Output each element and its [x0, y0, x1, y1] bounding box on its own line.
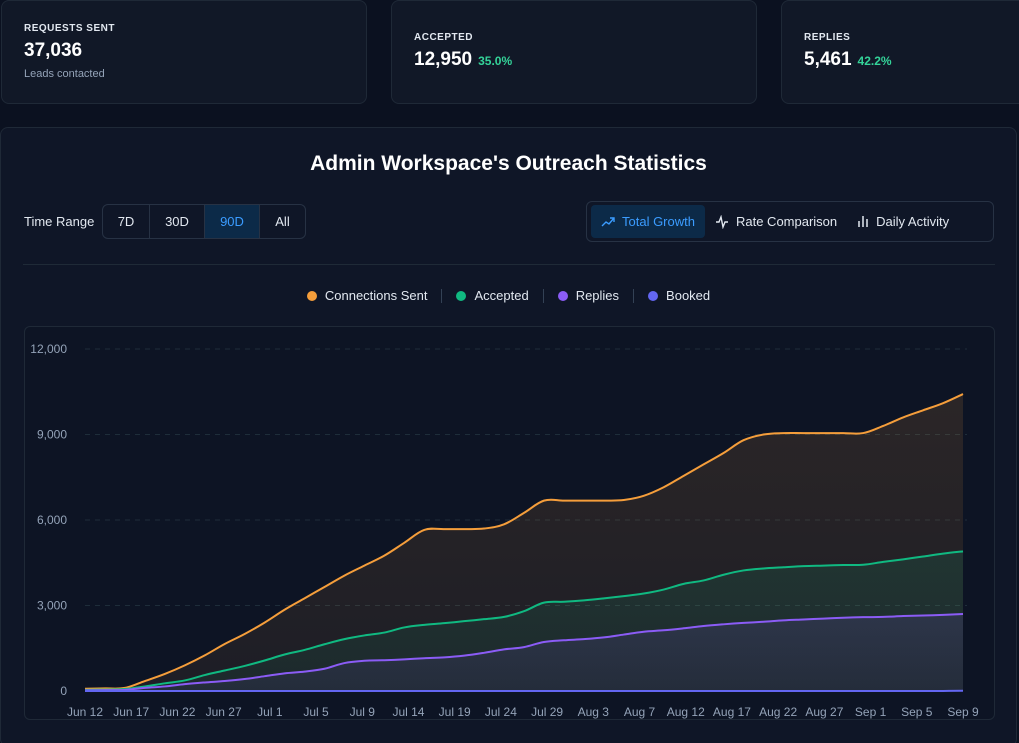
range-button-all[interactable]: All — [275, 214, 290, 229]
tab-label: Rate Comparison — [735, 214, 838, 229]
tab-rate-comparison[interactable]: Rate Comparison — [705, 205, 847, 238]
series-line-connections-sent — [84, 393, 964, 690]
stat-card-replies: REPLIES 5,461 42.2% — [781, 0, 1019, 104]
legend-separator — [633, 288, 635, 303]
stat-value: 12,950 — [414, 49, 473, 70]
tab-label: Daily Activity — [876, 214, 950, 229]
trending-up-icon — [601, 216, 615, 226]
x-tick-label: Sep 9 — [947, 705, 979, 719]
legend-item-replies[interactable]: Replies — [544, 288, 633, 303]
series-line-replies — [84, 613, 964, 692]
time-range-selector: 7D 30D 90D All — [102, 204, 306, 239]
legend-separator — [441, 288, 443, 303]
y-tick-label: 9,000 — [37, 428, 67, 442]
y-tick-label: 12,000 — [30, 342, 67, 356]
x-tick-label: Aug 27 — [805, 705, 843, 719]
divider — [23, 264, 995, 265]
tab-daily-activity[interactable]: Daily Activity — [847, 205, 959, 238]
range-button-7d[interactable]: 7D — [103, 205, 150, 238]
stat-label: REPLIES — [804, 32, 851, 43]
x-tick-label: Jul 19 — [439, 705, 471, 719]
x-tick-label: Aug 22 — [759, 705, 797, 719]
y-tick-label: 3,000 — [37, 599, 67, 613]
range-button-90d[interactable]: 90D — [205, 205, 260, 238]
x-tick-label: Jun 22 — [159, 705, 195, 719]
legend-label: Accepted — [474, 288, 529, 303]
y-tick-label: 6,000 — [37, 513, 67, 527]
stat-value: 5,461 — [804, 49, 852, 70]
x-tick-label: Aug 3 — [578, 705, 610, 719]
range-button-30d[interactable]: 30D — [150, 205, 205, 238]
x-tick-label: Aug 17 — [713, 705, 751, 719]
x-tick-label: Jul 14 — [392, 705, 424, 719]
stat-percent: 42.2% — [857, 54, 892, 68]
panel-title: Admin Workspace's Outreach Statistics — [310, 152, 707, 175]
chart-legend: Connections Sent Accepted Replies Booked — [1, 288, 1016, 303]
stat-card-requests: REQUESTS SENT 37,036 Leads contacted — [1, 0, 367, 104]
time-range-label: Time Range — [24, 214, 95, 229]
bar-chart-icon — [858, 216, 868, 227]
outreach-statistics-panel: Admin Workspace's Outreach Statistics Ti… — [0, 127, 1017, 743]
x-tick-label: Jul 29 — [531, 705, 563, 719]
x-tick-label: Aug 12 — [667, 705, 705, 719]
legend-dot — [456, 290, 467, 301]
stat-value: 37,036 — [24, 40, 83, 61]
chart-view-selector: Total Growth Rate Comparison Daily Activ… — [586, 201, 994, 242]
tab-label: Total Growth — [622, 214, 695, 229]
legend-dot — [306, 290, 317, 301]
x-tick-label: Sep 1 — [855, 705, 887, 719]
legend-dot — [557, 290, 568, 301]
stat-card-accepted: ACCEPTED 12,950 35.0% — [391, 0, 757, 104]
x-tick-label: Aug 7 — [624, 705, 656, 719]
stat-label: ACCEPTED — [414, 32, 474, 43]
y-tick-label: 0 — [60, 684, 67, 698]
legend-item-accepted[interactable]: Accepted — [442, 288, 542, 303]
legend-label: Connections Sent — [324, 288, 428, 303]
chart-area: 0 3,000 6,000 9,000 12,000 Jun 12 Jun 17 Jun 22… — [24, 326, 995, 720]
legend-dot — [648, 290, 659, 301]
x-tick-label: Jun 17 — [113, 705, 149, 719]
series-line-accepted — [84, 550, 964, 691]
stat-percent: 35.0% — [478, 54, 513, 68]
growth-chart: 0 3,000 6,000 9,000 12,000 Jun 12 Jun 17 Jun 22… — [30, 342, 979, 719]
x-tick-label: Jul 9 — [350, 705, 376, 719]
x-tick-label: Jul 5 — [303, 705, 329, 719]
legend-label: Booked — [666, 288, 711, 303]
x-tick-label: Jun 12 — [67, 705, 103, 719]
activity-icon — [715, 214, 728, 229]
x-tick-label: Jun 27 — [206, 705, 242, 719]
x-tick-label: Jul 1 — [257, 705, 283, 719]
tab-total-growth[interactable]: Total Growth — [591, 205, 705, 238]
stat-subtext: Leads contacted — [24, 68, 105, 80]
x-tick-label: Jul 24 — [485, 705, 517, 719]
legend-item-connections-sent[interactable]: Connections Sent — [293, 288, 442, 303]
stat-label: REQUESTS SENT — [24, 23, 115, 34]
legend-item-booked[interactable]: Booked — [634, 288, 724, 303]
legend-label: Replies — [575, 288, 620, 303]
x-tick-label: Sep 5 — [901, 705, 933, 719]
legend-separator — [542, 288, 544, 303]
